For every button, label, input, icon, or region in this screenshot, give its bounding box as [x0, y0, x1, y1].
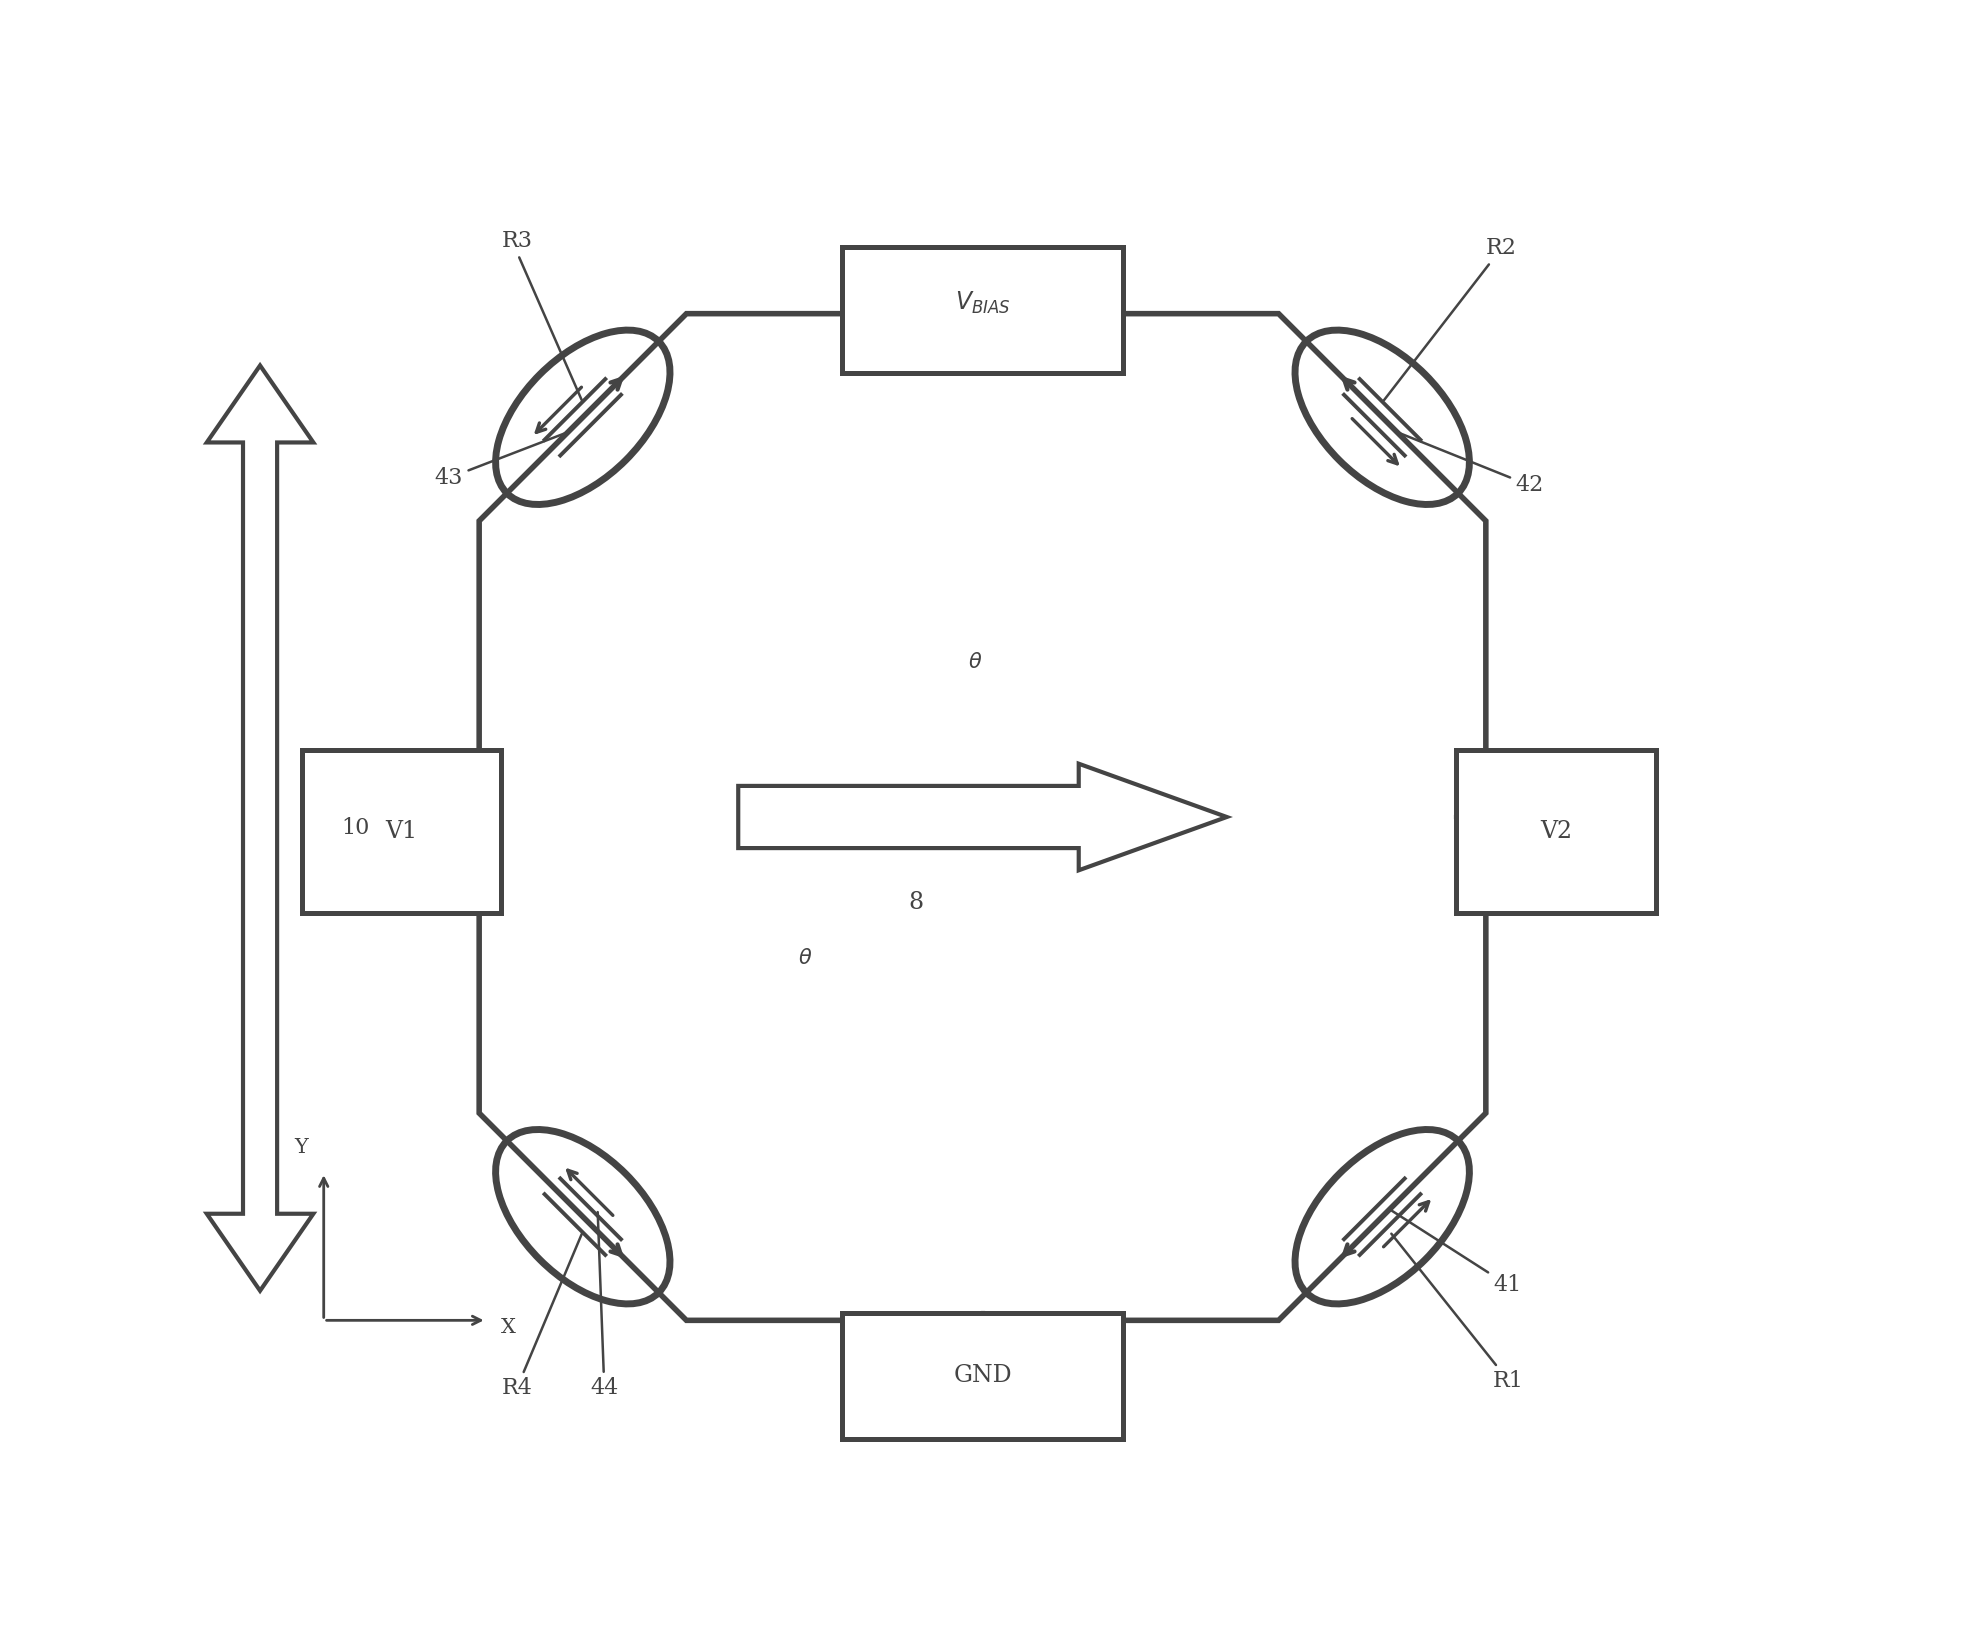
Text: GND: GND	[953, 1364, 1011, 1387]
Bar	[841, 1314, 1123, 1440]
Text: R4: R4	[501, 1234, 581, 1399]
Text: 8: 8	[907, 892, 923, 915]
Text: 43: 43	[434, 433, 566, 489]
Text: 10: 10	[342, 817, 369, 840]
Text: R2: R2	[1383, 237, 1516, 400]
Text: V2: V2	[1540, 820, 1571, 843]
Text: X: X	[501, 1319, 517, 1337]
Text: $\theta$: $\theta$	[968, 652, 982, 672]
Text: 44: 44	[589, 1212, 619, 1399]
Text: R3: R3	[501, 230, 581, 400]
Text: 41: 41	[1391, 1211, 1520, 1296]
Bar	[300, 750, 501, 913]
Bar	[1455, 750, 1656, 913]
Text: Y: Y	[295, 1139, 308, 1157]
Text: 42: 42	[1398, 433, 1544, 497]
Text: $\theta$: $\theta$	[797, 948, 811, 967]
Text: R1: R1	[1391, 1234, 1524, 1392]
Text: V1: V1	[385, 820, 416, 843]
Text: $V_{BIAS}$: $V_{BIAS}$	[955, 289, 1009, 315]
Bar	[841, 247, 1123, 373]
